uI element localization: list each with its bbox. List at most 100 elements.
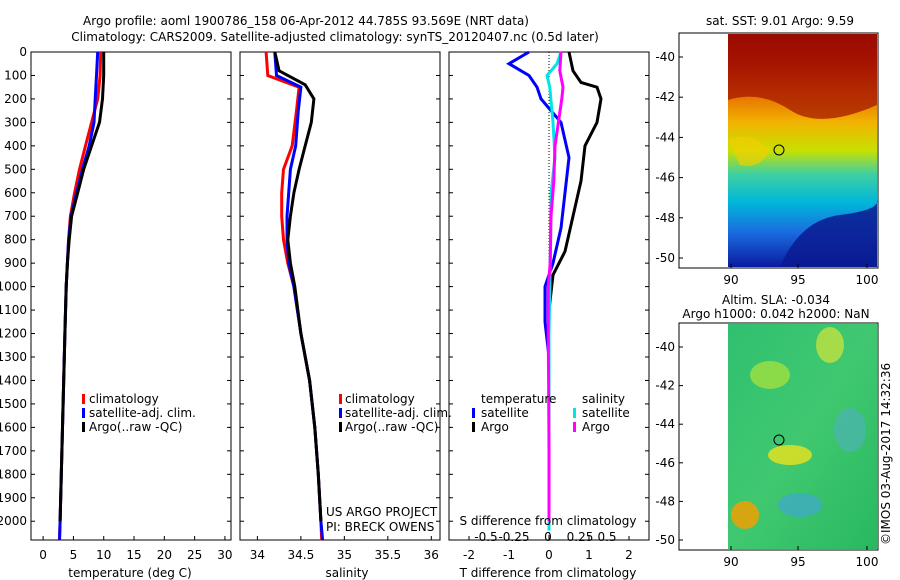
legend-argo-label: Argo(..raw -QC): [89, 420, 182, 434]
sst-cold-region: [780, 200, 878, 267]
depth-tick-label: 1200: [0, 327, 27, 341]
x-tick-label: 25: [187, 548, 202, 562]
legend-t-satellite-label: satellite: [481, 406, 529, 420]
difference-series: [506, 50, 603, 531]
s-tick-label: 0.25: [567, 530, 594, 544]
legend-t-argo-label: Argo: [481, 420, 509, 434]
map-lon-label: 90: [723, 555, 738, 569]
map-lon-label: 100: [856, 273, 879, 287]
depth-tick-label: 700: [4, 209, 27, 223]
x-tick-label: 34: [250, 548, 265, 562]
x-tick-label: 36: [424, 548, 439, 562]
depth-tick-label: 1900: [0, 491, 27, 505]
depth-tick-label: 800: [4, 233, 27, 247]
legend-satellite-label: satellite-adj. clim.: [345, 406, 452, 420]
sla-map-panel: Altim. SLA: -0.034 Argo h1000: 0.042 h20…: [655, 293, 879, 569]
sla-anomaly: [768, 445, 812, 465]
legend-satellite-label: satellite-adj. clim.: [89, 406, 196, 420]
legend-climatology-swatch: [339, 394, 342, 404]
x-tick-label: 35.5: [374, 548, 401, 562]
map-lat-label: -50: [655, 533, 675, 547]
x-tick-label: 0: [39, 548, 47, 562]
salinity-legend: climatology satellite-adj. clim. Argo(..…: [339, 392, 452, 434]
sla-anomaly: [750, 361, 790, 389]
x-tick-label: 30: [217, 548, 232, 562]
argo-location-marker: [773, 434, 785, 446]
project-annotation: US ARGO PROJECT: [326, 505, 438, 519]
legend-climatology-label: climatology: [345, 392, 415, 406]
legend-s-argo-swatch: [573, 422, 576, 432]
map-lat-label: -46: [655, 171, 675, 185]
sst-map-axes: -40 -42 -44 -46 -48 -50 90 95 100: [655, 50, 878, 287]
depth-tick-label: 1100: [0, 303, 27, 317]
depth-tick-label: 200: [4, 92, 27, 106]
salinity-x-axis: 34 34.5 35 35.5 36: [250, 536, 439, 562]
depth-tick-label: 600: [4, 186, 27, 200]
depth-tick-label: 1300: [0, 350, 27, 364]
series-line: [546, 51, 565, 522]
depth-tick-label: 1000: [0, 280, 27, 294]
legend-climatology-label: climatology: [89, 392, 159, 406]
salinity-plot-frame: [239, 51, 441, 541]
map-lat-label: -44: [655, 130, 675, 144]
series-line: [58, 52, 106, 522]
temperature-legend: climatology satellite-adj. clim. Argo(..…: [82, 392, 196, 434]
sst-map-panel: sat. SST: 9.01 Argo: 9.59 -40-42-44-46-4…: [655, 14, 879, 287]
map-lat-label: -48: [655, 211, 675, 225]
difference-legend: temperature satellite Argo salinity sate…: [472, 392, 630, 434]
s-tick-label: 0: [544, 530, 552, 544]
series-line: [547, 51, 603, 522]
sst-front-region: [728, 136, 770, 166]
sst-warm-region: [728, 34, 877, 119]
sla-map-title-1: Altim. SLA: -0.034: [722, 293, 830, 307]
x-tick-label: 0: [545, 548, 553, 562]
temperature-panel: 0100200300400500600700800900100011001200…: [0, 45, 649, 580]
sla-map-title-2: Argo h1000: 0.042 h2000: NaN: [682, 307, 869, 321]
sla-map-axes: -40 -42 -44 -46 -48 -50 90 95 100: [655, 340, 878, 569]
x-tick-label: 15: [126, 548, 141, 562]
depth-tick-label: 900: [4, 256, 27, 270]
map-lon-label: 95: [790, 555, 805, 569]
depth-tick-label: 0: [19, 45, 27, 59]
map-lat-label: -48: [655, 494, 675, 508]
legend-climatology-swatch: [82, 394, 85, 404]
pi-annotation: PI: BRECK OWENS: [326, 520, 434, 534]
x-tick-label: -2: [463, 548, 475, 562]
difference-panel: -2 -1 0 1 2 S difference from climatology -0…: [448, 50, 650, 580]
sst-map-title: sat. SST: 9.01 Argo: 9.59: [706, 14, 854, 28]
depth-tick-label: 400: [4, 139, 27, 153]
temperature-plot-frame: [30, 51, 232, 541]
s-difference-label: S difference from climatology: [460, 514, 637, 528]
sla-anomaly: [816, 327, 844, 363]
map-lat-label: -42: [655, 90, 675, 104]
argo-location-marker: [773, 144, 785, 156]
temperature-series: [58, 51, 106, 541]
x-tick-label: 2: [625, 548, 633, 562]
legend-s-satellite-swatch: [573, 408, 576, 418]
depth-tick-label: 2000: [0, 514, 27, 528]
legend-satellite-swatch: [339, 408, 342, 418]
salinity-series: [264, 51, 325, 541]
s-tick-label: -0.25: [498, 530, 529, 544]
difference-x-axis: -2 -1 0 1 2: [463, 536, 633, 562]
temperature-x-label: temperature (deg C): [68, 566, 191, 580]
legend-t-argo-swatch: [472, 422, 475, 432]
x-tick-label: 34.5: [288, 548, 315, 562]
map-lat-label: -50: [655, 251, 675, 265]
legend-argo-label: Argo(..raw -QC): [345, 420, 438, 434]
series-line: [273, 51, 325, 541]
imos-credit: ©IMOS 03-Aug-2017 14:32:36: [879, 363, 893, 545]
map-lon-label: 95: [790, 273, 805, 287]
series-line: [273, 51, 323, 522]
legend-s-satellite-label: satellite: [582, 406, 630, 420]
x-tick-label: -1: [503, 548, 515, 562]
depth-tick-label: 1700: [0, 444, 27, 458]
depth-tick-label: 100: [4, 68, 27, 82]
sla-anomaly: [731, 501, 759, 529]
depth-tick-label: 1800: [0, 467, 27, 481]
map-lat-label: -46: [655, 456, 675, 470]
series-line: [506, 50, 571, 522]
s-tick-label: 0.5: [597, 530, 616, 544]
x-tick-label: 20: [157, 548, 172, 562]
